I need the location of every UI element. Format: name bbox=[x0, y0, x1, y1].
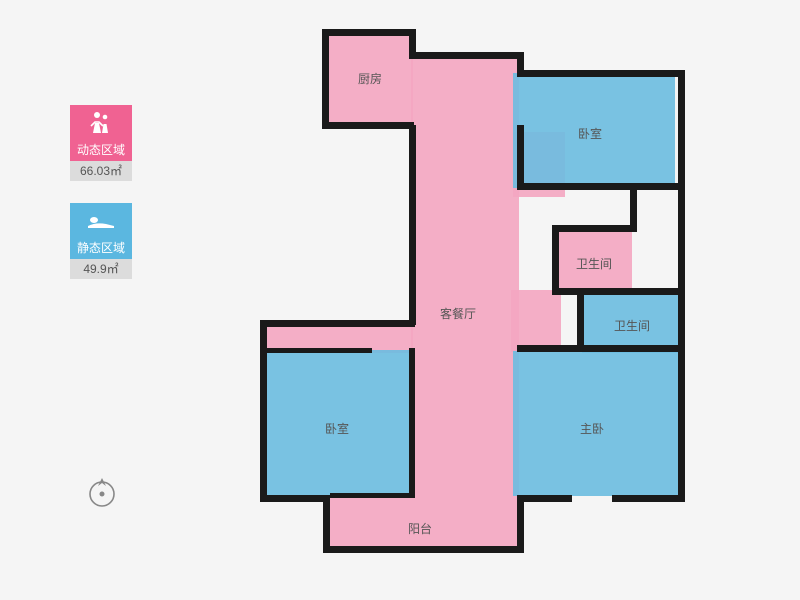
wall bbox=[409, 348, 415, 498]
room-label-bed3: 卧室 bbox=[325, 420, 349, 437]
room-label-bath1: 卫生间 bbox=[576, 255, 612, 272]
legend-static-value: 49.9㎡ bbox=[70, 259, 132, 279]
wall bbox=[552, 225, 637, 232]
wall bbox=[260, 495, 327, 502]
wall bbox=[517, 345, 685, 352]
people-icon bbox=[70, 105, 132, 139]
room-label-bed2: 卧室 bbox=[578, 125, 602, 142]
wall bbox=[322, 29, 329, 129]
compass-icon bbox=[85, 475, 119, 514]
floor-plan: 厨房客餐厅卫生间阳台卧室卫生间主卧卧室 bbox=[230, 25, 730, 575]
room-label-living: 客餐厅 bbox=[440, 305, 476, 322]
room-label-kitchen: 厨房 bbox=[358, 70, 382, 87]
sleep-icon bbox=[70, 203, 132, 237]
wall bbox=[323, 495, 330, 551]
legend-static: 静态区域 49.9㎡ bbox=[70, 203, 132, 279]
room-label-bath2: 卫生间 bbox=[614, 317, 650, 334]
wall bbox=[552, 225, 559, 295]
room-living bbox=[411, 55, 519, 495]
room-hallway bbox=[511, 290, 561, 352]
wall bbox=[630, 189, 637, 231]
wall bbox=[678, 70, 685, 498]
wall bbox=[612, 495, 685, 502]
wall bbox=[322, 29, 416, 36]
wall bbox=[323, 546, 523, 553]
room-label-masterbed: 主卧 bbox=[580, 420, 604, 437]
legend-panel: 动态区域 66.03㎡ 静态区域 49.9㎡ bbox=[70, 105, 132, 301]
wall bbox=[322, 122, 414, 129]
wall bbox=[409, 125, 416, 325]
legend-dynamic: 动态区域 66.03㎡ bbox=[70, 105, 132, 181]
legend-dynamic-value: 66.03㎡ bbox=[70, 161, 132, 181]
wall bbox=[517, 70, 682, 77]
wall bbox=[577, 293, 584, 351]
wall bbox=[260, 348, 372, 353]
legend-static-label: 静态区域 bbox=[70, 237, 132, 259]
wall bbox=[517, 495, 524, 553]
wall bbox=[330, 493, 415, 498]
wall bbox=[409, 52, 524, 59]
wall bbox=[517, 125, 524, 188]
wall bbox=[260, 320, 415, 327]
wall bbox=[517, 52, 524, 72]
wall bbox=[260, 320, 267, 500]
wall bbox=[517, 495, 572, 502]
wall bbox=[517, 183, 682, 190]
legend-dynamic-label: 动态区域 bbox=[70, 139, 132, 161]
room-label-balcony: 阳台 bbox=[408, 520, 432, 537]
wall bbox=[552, 288, 682, 295]
